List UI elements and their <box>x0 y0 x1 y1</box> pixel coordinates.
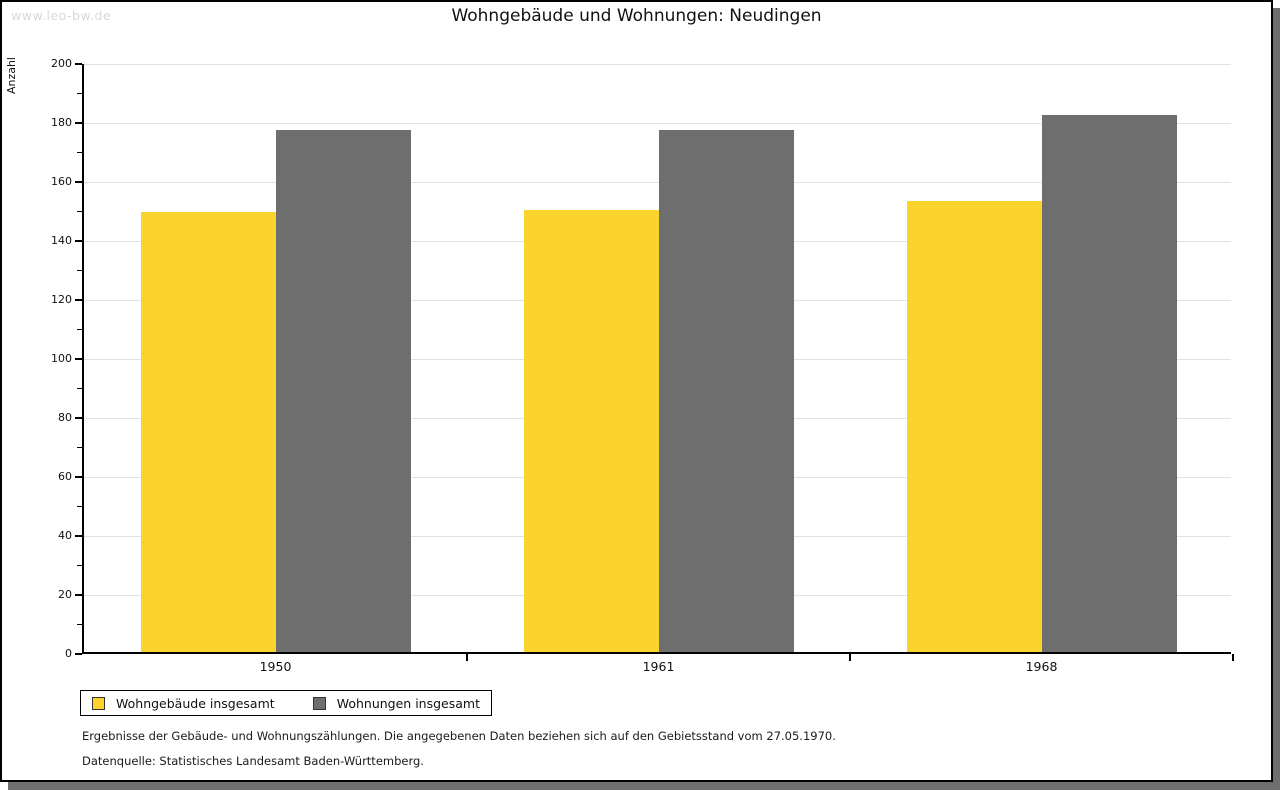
y-axis-minor-tick <box>77 92 82 95</box>
footnote-source-note: Ergebnisse der Gebäude- und Wohnungszähl… <box>82 729 836 743</box>
bar-wohngebaeude <box>906 200 1042 652</box>
gridline <box>84 181 1231 183</box>
watermark: www.leo-bw.de <box>11 8 112 23</box>
y-axis-tick <box>75 417 82 419</box>
bar-wohnungen <box>275 129 411 652</box>
y-axis-minor-tick <box>77 269 82 272</box>
x-axis-tick <box>1232 654 1234 661</box>
y-axis-tick-label: 100 <box>51 352 72 365</box>
x-axis-tick <box>466 654 468 661</box>
y-axis-tick <box>75 653 82 655</box>
y-axis-tick <box>75 594 82 596</box>
y-axis-tick <box>75 240 82 242</box>
plot-area: 0 20 40 60 80 100 120 140 160 180 200 1950 1961 1968 <box>51 57 1234 674</box>
y-axis-tick <box>75 63 82 65</box>
y-axis-tick-label: 0 <box>65 647 72 660</box>
bar-wohnungen <box>658 129 794 652</box>
y-axis-tick <box>75 358 82 360</box>
bar-wohnungen <box>1041 115 1177 652</box>
gridline <box>84 63 1231 65</box>
bar-wohngebaeude <box>523 209 659 652</box>
x-axis-label: 1961 <box>642 659 675 674</box>
footnote-data-source: Datenquelle: Statistisches Landesamt Bad… <box>82 754 424 768</box>
y-axis-tick-label: 40 <box>58 529 72 542</box>
y-axis-tick <box>75 535 82 537</box>
x-axis-label: 1950 <box>259 659 292 674</box>
y-axis-tick-label: 160 <box>51 175 72 188</box>
legend: Wohngebäude insgesamt Wohnungen insgesam… <box>80 690 492 716</box>
y-axis-tick <box>75 181 82 183</box>
legend-item-wohnungen: Wohnungen insgesamt <box>312 695 480 711</box>
y-axis-minor-tick <box>77 151 82 154</box>
gridline <box>84 122 1231 124</box>
y-axis-title: Anzahl <box>5 57 18 95</box>
chart-title: Wohngebäude und Wohnungen: Neudingen <box>451 6 822 26</box>
y-axis-minor-tick <box>77 328 82 331</box>
y-axis-tick <box>75 122 82 124</box>
legend-item-wohngebaeude: Wohngebäude insgesamt <box>92 696 275 711</box>
y-axis-tick-label: 200 <box>51 57 72 70</box>
bar-wohngebaeude <box>140 212 276 652</box>
y-axis-tick-label: 60 <box>58 470 72 483</box>
y-axis-tick <box>75 299 82 301</box>
y-axis-tick-label: 80 <box>58 411 72 424</box>
legend-label: Wohngebäude insgesamt <box>116 695 275 711</box>
legend-label: Wohnungen insgesamt <box>336 695 480 711</box>
x-axis-label: 1968 <box>1025 659 1058 674</box>
legend-swatch-gray <box>312 696 326 710</box>
y-axis-minor-tick <box>77 623 82 626</box>
y-axis-minor-tick <box>77 505 82 508</box>
y-axis-minor-tick <box>77 564 82 567</box>
y-axis-minor-tick <box>77 210 82 213</box>
y-axis-tick-label: 20 <box>58 588 72 601</box>
legend-swatch-yellow <box>92 696 105 710</box>
y-axis-minor-tick <box>77 446 82 449</box>
x-axis-tick <box>849 654 851 661</box>
y-axis-tick-label: 120 <box>51 293 72 306</box>
y-axis-tick-label: 140 <box>51 234 72 247</box>
y-axis-tick-label: 180 <box>51 116 72 129</box>
y-axis-tick <box>75 476 82 478</box>
y-axis-minor-tick <box>77 387 82 390</box>
